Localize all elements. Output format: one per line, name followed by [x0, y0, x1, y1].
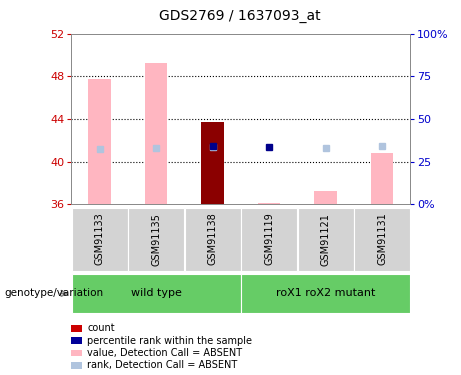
Text: GSM91133: GSM91133: [95, 213, 105, 266]
Text: value, Detection Call = ABSENT: value, Detection Call = ABSENT: [87, 348, 242, 358]
Text: GSM91121: GSM91121: [320, 213, 331, 266]
Text: wild type: wild type: [131, 288, 182, 298]
FancyBboxPatch shape: [241, 274, 410, 313]
FancyBboxPatch shape: [298, 208, 354, 271]
Text: roX1 roX2 mutant: roX1 roX2 mutant: [276, 288, 375, 298]
Text: GSM91119: GSM91119: [264, 213, 274, 266]
FancyBboxPatch shape: [128, 208, 184, 271]
Text: rank, Detection Call = ABSENT: rank, Detection Call = ABSENT: [87, 360, 237, 370]
Bar: [371, 153, 393, 204]
Bar: [145, 63, 167, 204]
Bar: [201, 122, 224, 204]
FancyBboxPatch shape: [72, 274, 241, 313]
Text: count: count: [87, 323, 115, 333]
Text: genotype/variation: genotype/variation: [5, 288, 104, 298]
Bar: [258, 203, 280, 204]
Bar: [314, 190, 337, 204]
Text: GSM91135: GSM91135: [151, 213, 161, 266]
FancyBboxPatch shape: [354, 208, 410, 271]
Bar: [201, 203, 224, 204]
Text: GDS2769 / 1637093_at: GDS2769 / 1637093_at: [159, 9, 320, 23]
Bar: [71, 362, 82, 369]
Bar: [71, 337, 82, 344]
Text: percentile rank within the sample: percentile rank within the sample: [87, 336, 252, 345]
FancyBboxPatch shape: [241, 208, 297, 271]
Bar: [71, 325, 82, 332]
Bar: [89, 78, 111, 204]
FancyBboxPatch shape: [185, 208, 241, 271]
Bar: [71, 350, 82, 356]
Text: GSM91131: GSM91131: [377, 213, 387, 266]
FancyBboxPatch shape: [72, 208, 128, 271]
Text: GSM91138: GSM91138: [207, 213, 218, 266]
